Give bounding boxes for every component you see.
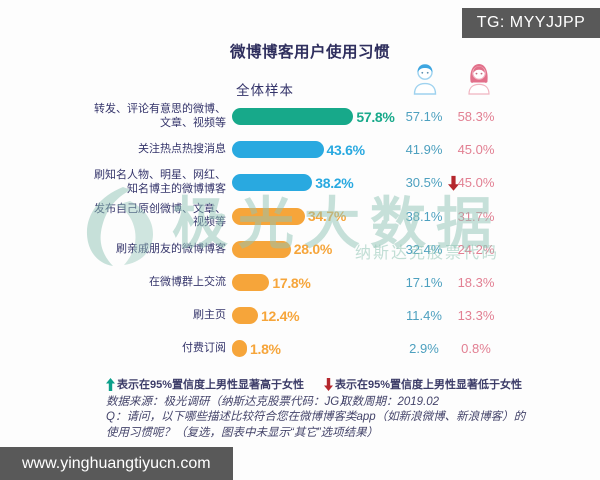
sample-label: 全体样本 [236,83,294,98]
row-total-value: 38.2% [315,174,354,191]
row-total-value: 34.7% [307,208,347,225]
row-bar-cell: 1.8% [232,340,400,358]
female-value: 0.8% [461,341,491,357]
row-label: 刷知名人物、明星、网红、 知名博主的微博博客 [94,169,226,195]
row-total-value: 28.0% [293,241,333,258]
male-value: 57.1% [405,109,443,125]
row-bar [232,340,247,358]
row-total-value: 57.8% [356,108,395,125]
row-total-value: 43.6% [326,141,366,158]
row-bar-cell: 38.2% [232,174,400,192]
male-value: 38.1% [405,208,443,224]
chart-row: 付费订阅 1.8% 2.9% 0.8% [14,332,554,365]
chart-row: 关注热点热搜消息 43.6% 41.9% 45.0% [14,133,554,166]
chart-row: 在微博群上交流 17.8% 17.1% 18.3% [14,266,554,299]
footer-url: www.yinghuangtiyucn.com [0,447,233,480]
row-bar-cell: 43.6% [232,141,400,159]
row-bar [232,141,324,159]
male-value: 41.9% [405,142,443,158]
female-value: 58.3% [457,109,495,125]
row-bar [232,307,259,325]
legend-item-up: 表示在95%置信度上男性显著高于女性 [106,376,304,392]
row-total-value: 1.8% [250,340,281,357]
row-bar-cell: 57.8% [232,108,400,126]
chart-row: 刷主页 12.4% 11.4% 13.3% [14,299,554,332]
page-title: 微博博客用户使用习惯 [229,44,390,61]
male-value: 30.5% [400,175,459,191]
row-bar [232,240,291,258]
row-label: 在微博群上交流 [149,275,226,288]
row-bar-cell: 28.0% [232,240,400,258]
chart-row: 转发、评论有意思的微博、 文章、视频等 57.8% 57.1% 58.3% [14,100,554,133]
female-value: 24.2% [457,241,495,257]
row-label: 转发、评论有意思的微博、 文章、视频等 [94,103,226,129]
row-label: 付费订阅 [182,342,226,355]
significance-legend: 表示在95%置信度上男性显著高于女性 表示在95%置信度上男性显著低于女性 [106,376,522,392]
legend-item-down: 表示在95%置信度上男性显著低于女性 [324,376,522,392]
legend-down-text: 表示在95%置信度上男性显著低于女性 [335,379,523,391]
row-label: 刷亲戚朋友的微博博客 [116,242,226,255]
male-value: 11.4% [406,308,442,324]
female-value: 31.7% [457,208,495,224]
legend-up-text: 表示在95%置信度上男性显著高于女性 [117,379,305,391]
female-avatar-icon [468,64,490,95]
row-bar-cell: 17.8% [232,274,400,292]
bar-chart: 转发、评论有意思的微博、 文章、视频等 57.8% 57.1% 58.3% 关注热点热搜… [14,100,554,366]
down-arrow-icon [324,377,334,391]
male-value: 17.1% [405,275,443,291]
row-bar-cell: 12.4% [232,307,400,325]
female-value: 13.3% [457,308,495,324]
row-bar [232,108,354,126]
row-total-value: 17.8% [272,274,311,291]
male-value: 32.4% [405,241,443,257]
row-label: 关注热点热搜消息 [138,143,226,156]
chart-row: 刷知名人物、明星、网红、 知名博主的微博博客 38.2% 30.5% 45.0% [14,166,554,199]
up-arrow-icon [106,377,115,391]
tg-badge: TG: MYYJJPP [462,8,600,38]
row-bar [232,207,305,225]
row-label: 发布自己原创微博、文章、 视频等 [94,202,226,229]
female-value: 18.3% [457,275,495,291]
row-bar [232,274,270,292]
row-bar-cell: 34.7% [232,207,400,225]
female-value: 45.0% [457,142,495,158]
row-total-value: 12.4% [261,307,300,324]
chart-row: 刷亲戚朋友的微博博客 28.0% 32.4% 24.2% [14,233,554,266]
row-label: 刷主页 [193,308,226,321]
significance-down-arrow-icon [448,175,459,191]
data-source: 数据来源：极光调研（纳斯达克股票代码：JG） [106,396,351,408]
male-avatar-icon [413,64,437,95]
data-period: 取数周期：2019.02 [340,396,440,408]
female-value: 45.0% [457,175,495,191]
survey-question: Q：请问，以下哪些描述比较符合您在微博博客类app（如新浪微博、新浪博客）的使用… [106,411,526,439]
row-bar [232,174,313,192]
male-value: 2.9% [409,341,439,357]
chart-row: 发布自己原创微博、文章、 视频等 34.7% 38.1% 31.7% [14,200,554,233]
